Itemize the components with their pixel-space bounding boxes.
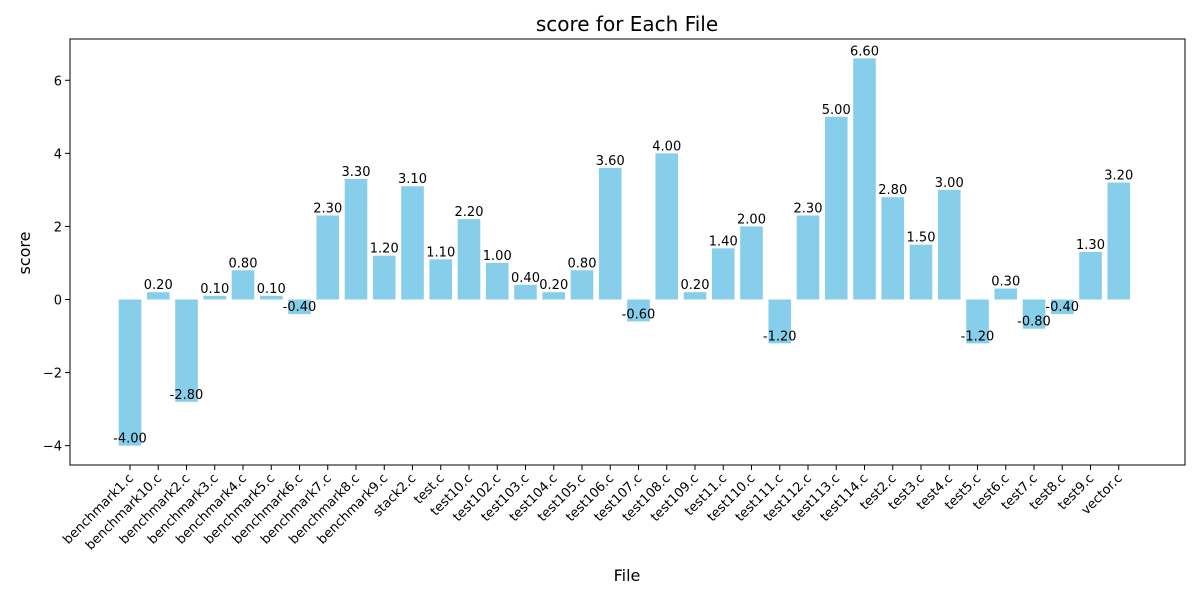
bar-test9.c: [1079, 252, 1102, 300]
data-label: 2.30: [794, 201, 823, 216]
data-label: 1.00: [483, 249, 512, 264]
y-tick-label: 6: [54, 74, 62, 89]
y-axis-label: score: [15, 232, 34, 275]
bar-benchmark8.c: [344, 178, 368, 300]
bar-test6.c: [994, 288, 1018, 300]
bar-test5.c: [966, 299, 989, 344]
data-label: 1.30: [1076, 238, 1105, 253]
bar-test10.c: [457, 219, 481, 300]
data-label: 0.40: [511, 271, 540, 286]
bar-test3.c: [909, 244, 933, 300]
y-tick-label: 4: [54, 147, 62, 162]
data-label: 3.20: [1104, 169, 1133, 184]
data-label: 1.10: [426, 245, 455, 260]
bar-test8.c: [1050, 299, 1074, 315]
data-label: 3.60: [596, 154, 625, 169]
data-label: 0.20: [681, 278, 710, 293]
data-label: -0.80: [1017, 315, 1051, 330]
data-label: 2.30: [313, 201, 342, 216]
bar-benchmark10.c: [146, 292, 170, 300]
data-label: 1.40: [709, 234, 738, 249]
data-label: 0.80: [568, 256, 597, 271]
data-label: 1.50: [907, 231, 936, 246]
bar-benchmark1.c: [118, 299, 142, 446]
bar-test11.c: [711, 248, 735, 300]
y-tick-label: 2: [54, 220, 62, 235]
data-label: 0.20: [144, 278, 173, 293]
data-label: 0.20: [539, 278, 568, 293]
bar-test105.c: [570, 270, 594, 300]
bar-test104.c: [542, 292, 566, 300]
data-label: 0.30: [991, 275, 1020, 290]
data-label: 4.00: [652, 139, 681, 154]
bar-vector.c: [1107, 182, 1131, 300]
bar-test7.c: [1022, 299, 1046, 329]
plot-area-frame: [69, 38, 1186, 466]
bar-test111.c: [768, 299, 792, 344]
data-label: 2.80: [878, 183, 907, 198]
data-label: 5.00: [822, 103, 851, 118]
data-label: 0.10: [257, 282, 286, 297]
bar-test109.c: [683, 292, 707, 300]
bar-test113.c: [824, 116, 848, 300]
bar-test4.c: [937, 189, 961, 300]
bars-group: -4.000.20-2.800.100.800.10-0.402.303.301…: [113, 44, 1133, 446]
data-label: -2.80: [170, 388, 204, 403]
bar-benchmark9.c: [372, 255, 396, 300]
y-tick-label: −4: [43, 440, 62, 455]
bar-stack2.c: [401, 186, 424, 300]
data-label: 0.80: [229, 256, 258, 271]
bar-benchmark2.c: [175, 299, 198, 402]
bar-benchmark5.c: [259, 295, 283, 300]
bar-test103.c: [514, 284, 537, 300]
bar-test102.c: [485, 262, 509, 300]
chart-title: score for Each File: [536, 12, 718, 36]
bar-benchmark3.c: [203, 295, 227, 300]
data-label: 3.30: [342, 165, 371, 180]
data-label: 2.20: [455, 205, 484, 220]
bar-test.c: [429, 259, 453, 300]
bar-benchmark6.c: [288, 299, 311, 315]
bar-test110.c: [740, 226, 763, 300]
bar-test112.c: [796, 215, 820, 300]
bar-test114.c: [853, 58, 876, 300]
x-axis-label: File: [614, 566, 641, 585]
data-label: 0.10: [200, 282, 229, 297]
bar-benchmark4.c: [231, 270, 255, 300]
y-axis: −4 −2 0 2 4 6: [43, 74, 70, 455]
y-tick-label: 0: [54, 293, 62, 308]
data-label: 3.00: [935, 176, 964, 191]
data-label: -1.20: [961, 329, 995, 344]
data-label: -0.60: [622, 307, 656, 322]
bar-test108.c: [655, 153, 679, 300]
data-label: -4.00: [113, 432, 147, 447]
bar-test106.c: [598, 167, 622, 300]
data-label: -1.20: [763, 329, 797, 344]
data-label: 1.20: [370, 242, 399, 257]
bar-benchmark7.c: [316, 215, 340, 300]
data-label: 6.60: [850, 44, 879, 59]
y-tick-label: −2: [43, 367, 62, 382]
x-axis: benchmark1.cbenchmark10.cbenchmark2.cben…: [61, 465, 1126, 553]
data-label: 2.00: [737, 212, 766, 227]
data-label: -0.40: [1045, 300, 1079, 315]
bar-test2.c: [881, 197, 905, 300]
bar-test107.c: [627, 299, 650, 322]
data-label: 3.10: [398, 172, 427, 187]
data-label: -0.40: [283, 300, 317, 315]
